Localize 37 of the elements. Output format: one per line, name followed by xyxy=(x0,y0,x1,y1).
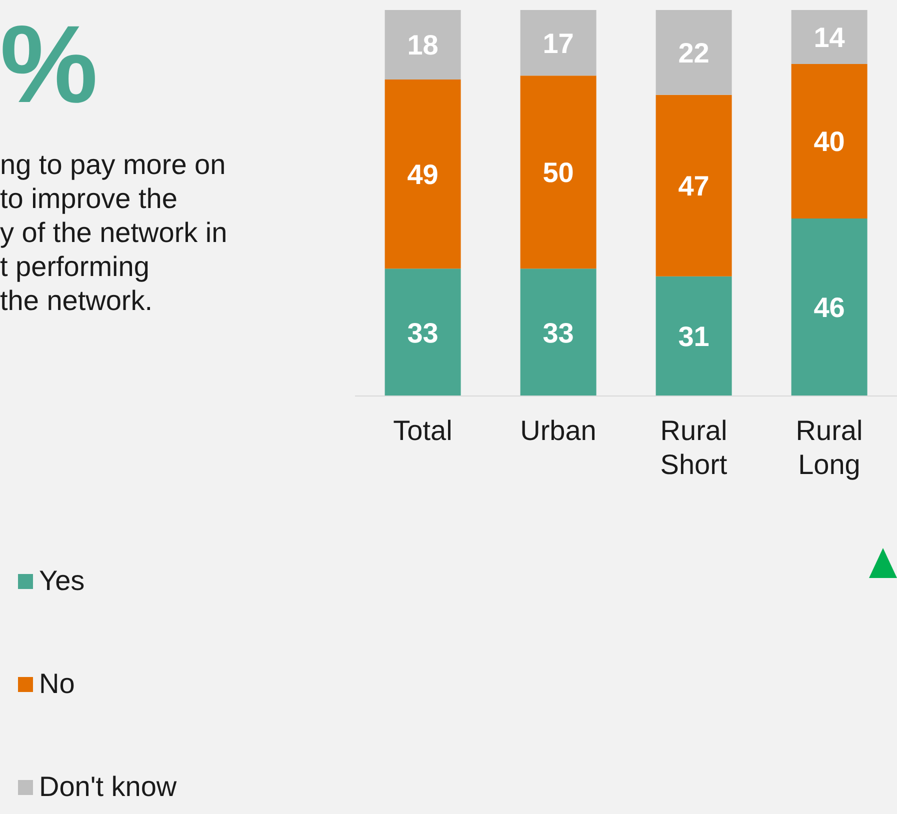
data-label: 31 xyxy=(678,321,710,352)
bar xyxy=(791,10,868,64)
text: t performing xyxy=(0,250,150,284)
data-label: 33 xyxy=(407,317,438,348)
data-label: 14 xyxy=(814,22,846,53)
text: the network. xyxy=(0,284,154,318)
bar xyxy=(656,276,732,396)
data-label: 22 xyxy=(678,37,710,68)
text: ng to pay more on xyxy=(0,148,227,182)
chart-title: % xyxy=(0,3,98,126)
bar xyxy=(791,64,868,218)
data-label: 47 xyxy=(678,170,710,202)
bar xyxy=(384,268,461,396)
data-label: 18 xyxy=(407,30,438,61)
data-label: 49 xyxy=(407,158,438,190)
bar xyxy=(384,10,461,80)
x-tick-label: Urban xyxy=(520,415,596,446)
x-tick-label: Rural Long xyxy=(796,415,863,480)
bar xyxy=(384,79,461,269)
legend-label: Yes xyxy=(38,565,86,597)
legend-label: Don't know xyxy=(38,771,178,803)
data-label: 50 xyxy=(542,157,574,188)
text: to improve the xyxy=(0,182,178,216)
bar xyxy=(520,268,596,396)
bar xyxy=(791,218,868,396)
bar xyxy=(520,10,596,76)
x-tick-label: Total xyxy=(393,415,452,446)
data-label: 40 xyxy=(814,126,845,158)
text: y of the network in xyxy=(0,216,228,250)
data-label: 33 xyxy=(542,317,574,348)
data-label: 17 xyxy=(542,28,574,59)
bar xyxy=(656,94,732,276)
bar xyxy=(656,10,732,95)
bar xyxy=(520,76,596,269)
x-tick-label: Rural Short xyxy=(660,415,728,480)
legend-label: No xyxy=(38,668,76,700)
data-label: 46 xyxy=(814,292,845,324)
